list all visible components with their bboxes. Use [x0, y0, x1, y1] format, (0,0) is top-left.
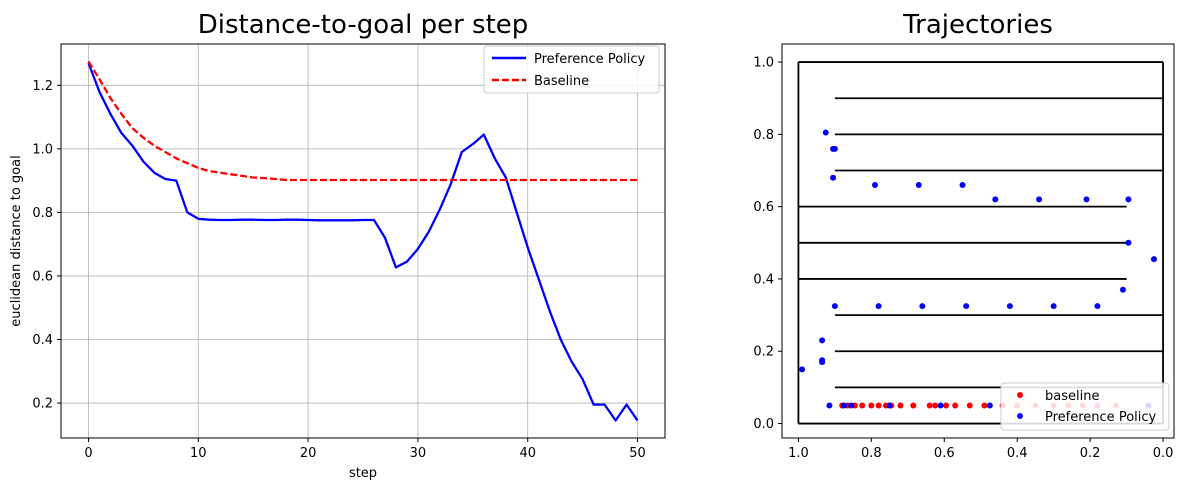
distance-xtick-label: 30	[410, 446, 427, 461]
trajectory-point-preference	[830, 145, 837, 152]
trajectory-point-preference	[831, 303, 838, 310]
distance-ytick-label: 0.4	[32, 333, 53, 348]
trajectory-point-baseline	[926, 402, 933, 409]
trajectory-point-preference	[826, 402, 833, 409]
distance-legend-label-preference: Preference Policy	[534, 52, 646, 67]
trajectory-point-preference	[963, 303, 970, 310]
trajectory-point-preference	[1125, 239, 1132, 246]
distance-ytick-label: 0.6	[32, 269, 53, 284]
trajectory-point-preference	[886, 402, 893, 409]
trajectory-point-preference	[1050, 303, 1057, 310]
distance-chart-ticks: 0 10 20 30 40 50 0.2 0.4 0.6 0.8 1.0 1.2	[32, 79, 646, 461]
trajectory-point-preference	[992, 196, 999, 203]
trajectory-point-baseline	[981, 402, 988, 409]
distance-legend-box	[483, 45, 660, 94]
trajectory-point-preference	[871, 181, 878, 188]
distance-ytick-label: 1.2	[32, 79, 53, 94]
trajectories-points	[799, 129, 1157, 409]
trajectory-point-preference	[1006, 303, 1013, 310]
distance-series-line-0	[87, 62, 639, 422]
distance-chart-xlabel: step	[349, 466, 377, 481]
distance-chart: Distance-to-goal per step 0 10 20 30 40 50 0.2…	[9, 10, 666, 481]
distance-legend-label-baseline: Baseline	[534, 74, 589, 89]
trajectories-xtick-label: 0.2	[1080, 446, 1101, 461]
distance-series-line-1	[87, 60, 638, 182]
distance-xtick-label: 0	[84, 446, 92, 461]
trajectory-point-preference	[875, 303, 882, 310]
trajectories-ytick-label: 0.8	[753, 128, 774, 143]
trajectories-legend-swatch-preference	[1017, 413, 1023, 419]
distance-chart-series	[87, 60, 639, 422]
trajectories-ytick-label: 0.6	[753, 200, 774, 215]
trajectory-point-preference	[1150, 256, 1157, 263]
trajectories-legend-box	[1000, 382, 1170, 431]
trajectories-xtick-label: 0.8	[861, 446, 882, 461]
trajectory-point-preference	[1094, 303, 1101, 310]
trajectory-point-preference	[1083, 196, 1090, 203]
trajectory-point-preference	[848, 402, 855, 409]
trajectories-legend-label-preference: Preference Policy	[1045, 410, 1157, 425]
trajectory-point-preference	[1125, 196, 1132, 203]
trajectories-chart-frame	[781, 43, 1175, 439]
trajectories-legend-label-baseline: baseline	[1045, 389, 1099, 404]
trajectory-point-baseline	[966, 402, 973, 409]
distance-chart-title: Distance-to-goal per step	[198, 10, 529, 40]
distance-chart-grid	[61, 44, 665, 438]
trajectories-xtick-label: 1.0	[788, 446, 809, 461]
trajectories-chart: Trajectories 1.0 0.8 0.6 0.4 0.2 0.0 0.0 0.2 0.4…	[753, 10, 1175, 461]
trajectories-ytick-label: 0.4	[753, 272, 774, 287]
trajectory-point-preference	[915, 181, 922, 188]
trajectory-point-preference	[1119, 286, 1126, 293]
distance-chart-legend: Preference Policy Baseline	[483, 45, 660, 94]
distance-xtick-label: 50	[629, 446, 646, 461]
distance-ytick-label: 0.8	[32, 206, 53, 221]
trajectory-point-preference	[840, 402, 847, 409]
distance-ytick-label: 0.2	[32, 397, 53, 412]
trajectory-point-preference	[819, 337, 826, 344]
trajectory-point-preference	[986, 402, 993, 409]
trajectory-point-preference	[822, 129, 829, 136]
distance-xtick-label: 40	[519, 446, 536, 461]
trajectory-point-baseline	[875, 402, 882, 409]
trajectories-ytick-label: 1.0	[753, 56, 774, 71]
distance-chart-frame	[60, 43, 666, 439]
trajectories-xtick-label: 0.0	[1153, 446, 1174, 461]
distance-xtick-label: 20	[300, 446, 317, 461]
trajectory-point-baseline	[932, 402, 939, 409]
trajectory-point-preference	[819, 357, 826, 364]
trajectories-maze	[797, 61, 1164, 425]
trajectory-point-baseline	[859, 402, 866, 409]
trajectory-point-preference	[919, 303, 926, 310]
trajectories-xtick-label: 0.4	[1007, 446, 1028, 461]
trajectory-point-preference	[937, 402, 944, 409]
distance-xtick-label: 10	[190, 446, 207, 461]
trajectories-legend-swatch-baseline	[1017, 392, 1023, 398]
trajectory-point-preference	[830, 174, 837, 181]
trajectory-point-baseline	[910, 402, 917, 409]
trajectories-chart-legend: baseline Preference Policy	[1000, 382, 1170, 431]
trajectory-point-baseline	[943, 402, 950, 409]
trajectories-chart-title: Trajectories	[902, 10, 1053, 40]
distance-chart-ylabel: euclidean distance to goal	[9, 155, 24, 326]
trajectory-point-baseline	[868, 402, 875, 409]
trajectory-point-baseline	[952, 402, 959, 409]
trajectory-point-preference	[959, 181, 966, 188]
trajectories-chart-ticks: 1.0 0.8 0.6 0.4 0.2 0.0 0.0 0.2 0.4 0.6 0.8 1.0	[753, 56, 1173, 461]
trajectory-point-preference	[1036, 196, 1043, 203]
trajectories-ytick-label: 0.2	[753, 345, 774, 360]
trajectories-ytick-label: 0.0	[753, 417, 774, 432]
trajectory-point-preference	[799, 366, 806, 373]
trajectory-point-baseline	[897, 402, 904, 409]
trajectories-xtick-label: 0.6	[934, 446, 955, 461]
distance-ytick-label: 1.0	[32, 142, 53, 157]
